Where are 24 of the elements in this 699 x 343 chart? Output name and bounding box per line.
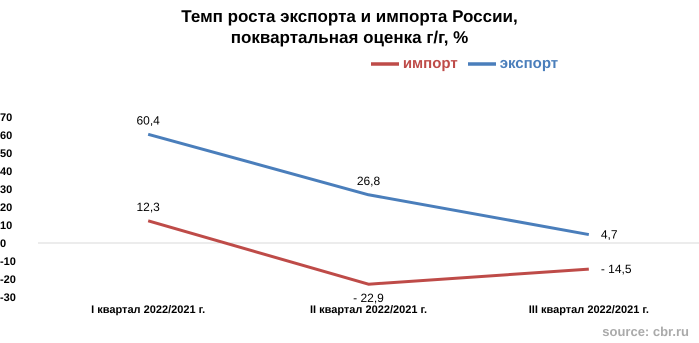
legend-label: экспорт <box>500 54 558 72</box>
y-tick-label: -10 <box>0 256 16 268</box>
data-label: 60,4 <box>136 113 160 128</box>
legend-label: импорт <box>402 54 458 72</box>
x-tick-label: III квартал 2022/2021 г. <box>528 304 649 316</box>
y-tick-label: 70 <box>0 112 12 124</box>
y-tick-label: 40 <box>0 166 12 178</box>
y-tick-label: 50 <box>0 148 12 160</box>
x-tick-label: II квартал 2022/2021 г. <box>310 304 428 316</box>
y-tick-label: 30 <box>0 184 12 196</box>
y-tick-label: -20 <box>0 274 16 286</box>
y-tick-label: -30 <box>0 292 16 304</box>
y-tick-label: 20 <box>0 202 12 214</box>
y-tick-label: 0 <box>0 238 6 250</box>
x-tick-label: I квартал 2022/2021 г. <box>91 304 206 316</box>
data-label: - 22,9 <box>353 291 384 306</box>
data-label: 26,8 <box>356 174 380 188</box>
chart-title: Темп роста экспорта и импорта России, поквартальная оценка г/г, % <box>180 6 519 48</box>
data-label: 12,3 <box>136 200 160 214</box>
y-tick-label: 60 <box>0 130 12 142</box>
y-tick-label: 10 <box>0 220 12 232</box>
data-label: - 14,5 <box>600 262 632 276</box>
source-note: source: cbr.ru <box>602 324 689 339</box>
data-label: 4,7 <box>600 228 618 242</box>
